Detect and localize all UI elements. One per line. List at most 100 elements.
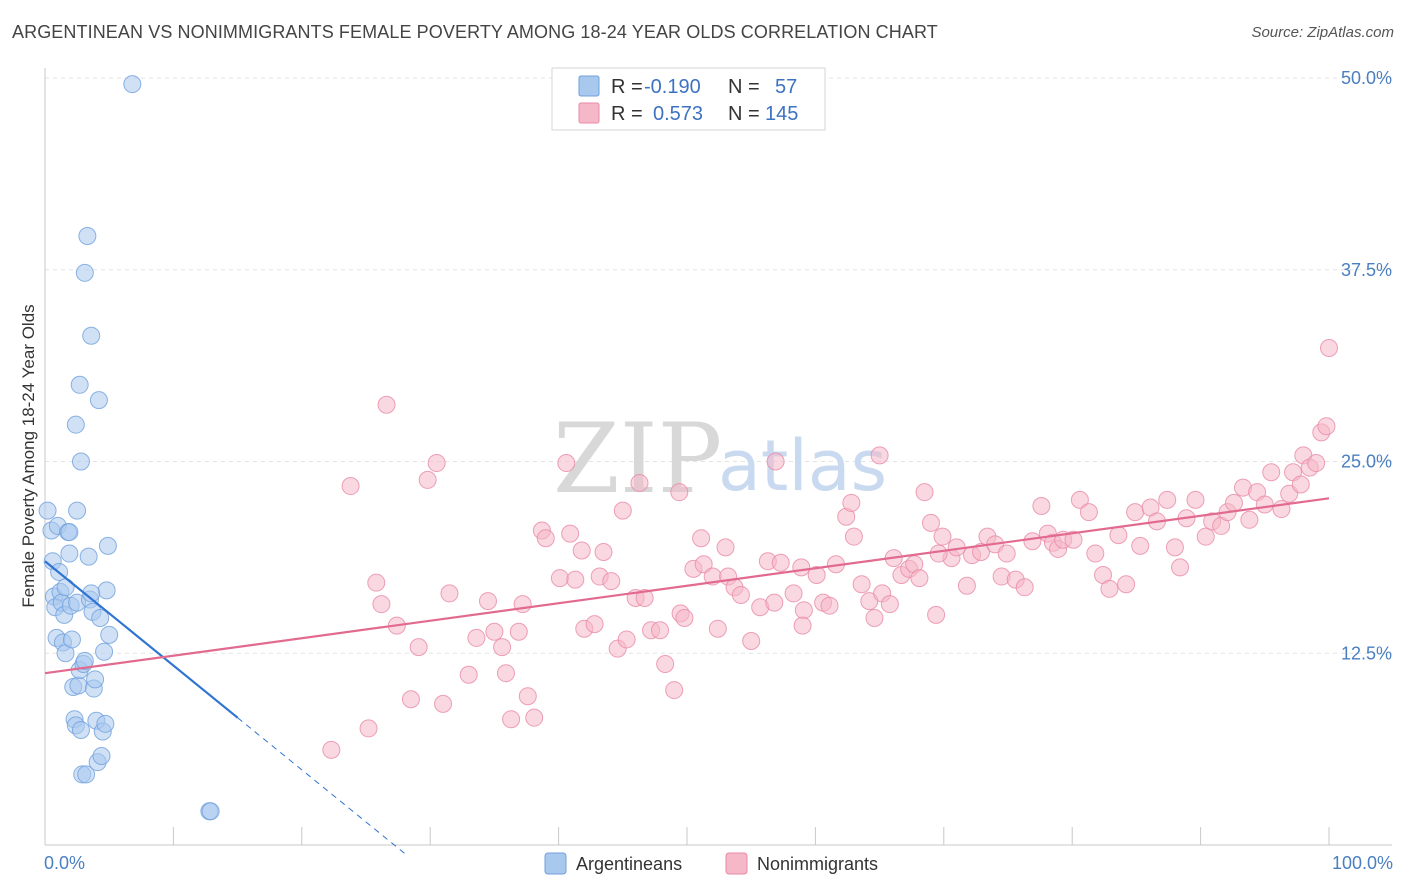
argentineans-point bbox=[92, 747, 111, 766]
nonimmigrants-point bbox=[675, 608, 694, 627]
argentineans-point bbox=[100, 625, 119, 644]
nonimmigrants-point bbox=[1165, 538, 1184, 557]
argentineans-point bbox=[75, 263, 94, 282]
nonimmigrants-trend-line bbox=[44, 497, 1330, 675]
nonimmigrants-point bbox=[670, 483, 689, 502]
argentineans-point bbox=[60, 544, 79, 563]
nonimmigrants-point bbox=[613, 501, 632, 520]
argentineans-trend-extension bbox=[237, 717, 405, 854]
nonimmigrants-point bbox=[1317, 417, 1336, 436]
bottom-legend-label-nonimmigrants: Nonimmigrants bbox=[757, 854, 878, 874]
nonimmigrants-point bbox=[496, 664, 515, 683]
nonimmigrants-point bbox=[1100, 579, 1119, 598]
nonimmigrants-point bbox=[927, 605, 946, 624]
nonimmigrants-point bbox=[401, 690, 420, 709]
data-points bbox=[38, 75, 1338, 821]
nonimmigrants-point bbox=[459, 665, 478, 684]
nonimmigrants-point bbox=[766, 452, 785, 471]
nonimmigrants-point bbox=[427, 454, 446, 473]
y-axis-label: Female Poverty Among 18-24 Year Olds bbox=[19, 304, 38, 607]
nonimmigrants-point bbox=[478, 592, 497, 611]
bottom-legend-label-argentineans: Argentineans bbox=[576, 854, 682, 874]
legend-swatch-argentineans bbox=[578, 75, 600, 97]
nonimmigrants-point bbox=[1117, 575, 1136, 594]
argentineans-point bbox=[86, 670, 105, 689]
nonimmigrants-point bbox=[566, 570, 585, 589]
nonimmigrants-point bbox=[1171, 558, 1190, 577]
nonimmigrants-point bbox=[716, 538, 735, 557]
bottom-legend-swatch-argentineans bbox=[544, 852, 567, 875]
nonimmigrants-point bbox=[794, 601, 813, 620]
nonimmigrants-point bbox=[550, 569, 569, 588]
y-tick-label: 12.5% bbox=[1341, 643, 1392, 663]
nonimmigrants-point bbox=[1126, 503, 1145, 522]
nonimmigrants-point bbox=[1015, 578, 1034, 597]
nonimmigrants-point bbox=[585, 615, 604, 634]
nonimmigrants-point bbox=[1186, 490, 1205, 509]
nonimmigrants-point bbox=[485, 622, 504, 641]
nonimmigrants-point bbox=[1224, 493, 1243, 512]
nonimmigrants-point bbox=[1320, 338, 1338, 357]
x-tick-labels: 0.0% 100.0% bbox=[44, 853, 1393, 873]
nonimmigrants-point bbox=[842, 493, 861, 512]
nonimmigrants-point bbox=[1307, 454, 1326, 473]
nonimmigrants-point bbox=[708, 619, 727, 638]
nonimmigrants-point bbox=[731, 585, 750, 604]
legend: R = -0.190 N = 57 R = 0.573 N = 145 bbox=[551, 67, 826, 131]
nonimmigrants-point bbox=[536, 529, 555, 548]
argentineans-point bbox=[77, 765, 96, 784]
watermark-zip: ZIP bbox=[553, 403, 722, 515]
nonimmigrants-point bbox=[1079, 503, 1098, 522]
argentineans-point bbox=[66, 415, 85, 434]
nonimmigrants-point bbox=[1064, 530, 1083, 549]
nonimmigrants-point bbox=[467, 628, 486, 647]
nonimmigrants-point bbox=[372, 595, 391, 614]
argentineans-point bbox=[201, 802, 220, 821]
nonimmigrants-point bbox=[742, 631, 761, 650]
nonimmigrants-point bbox=[617, 630, 636, 649]
nonimmigrants-point bbox=[525, 708, 544, 727]
nonimmigrants-point bbox=[665, 681, 684, 700]
legend-n-label-2: N = bbox=[728, 103, 760, 125]
nonimmigrants-point bbox=[771, 553, 790, 572]
x-tick-label: 100.0% bbox=[1332, 853, 1393, 873]
argentineans-point bbox=[123, 75, 142, 94]
legend-swatch-nonimmigrants bbox=[578, 102, 600, 124]
nonimmigrants-point bbox=[630, 473, 649, 492]
nonimmigrants-point bbox=[651, 621, 670, 640]
nonimmigrants-point bbox=[792, 558, 811, 577]
nonimmigrants-point bbox=[377, 395, 396, 414]
axes bbox=[44, 68, 1392, 846]
argentineans-point bbox=[71, 452, 90, 471]
y-tick-labels: 12.5% 25.0% 37.5% 50.0% bbox=[1341, 68, 1392, 663]
nonimmigrants-point bbox=[513, 595, 532, 614]
nonimmigrants-point bbox=[409, 638, 428, 657]
source-label: Source: ZipAtlas.com bbox=[1251, 24, 1394, 41]
nonimmigrants-point bbox=[929, 544, 948, 563]
nonimmigrants-point bbox=[594, 543, 613, 562]
nonimmigrants-point bbox=[518, 687, 537, 706]
grid-lines bbox=[45, 77, 1392, 654]
nonimmigrants-point bbox=[434, 694, 453, 713]
nonimmigrants-point bbox=[1032, 496, 1051, 515]
bottom-legend: Argentineans Nonimmigrants bbox=[544, 852, 878, 875]
nonimmigrants-point bbox=[694, 555, 713, 574]
legend-n-label-1: N = bbox=[728, 76, 760, 98]
legend-r-label-1: R = bbox=[611, 76, 643, 98]
nonimmigrants-point bbox=[1070, 490, 1089, 509]
nonimmigrants-point bbox=[1196, 527, 1215, 546]
nonimmigrants-point bbox=[656, 654, 675, 673]
nonimmigrants-point bbox=[870, 446, 889, 465]
legend-n-value-1: 57 bbox=[775, 76, 797, 98]
argentineans-point bbox=[71, 720, 90, 739]
nonimmigrants-point bbox=[910, 569, 929, 588]
nonimmigrants-point bbox=[1109, 526, 1128, 545]
nonimmigrants-point bbox=[572, 541, 591, 560]
nonimmigrants-point bbox=[957, 576, 976, 595]
legend-r-value-2: 0.573 bbox=[653, 103, 703, 125]
nonimmigrants-point bbox=[807, 566, 826, 585]
argentineans-point bbox=[97, 581, 116, 600]
legend-n-value-2: 145 bbox=[765, 103, 798, 125]
x-tick-label: 0.0% bbox=[44, 853, 85, 873]
